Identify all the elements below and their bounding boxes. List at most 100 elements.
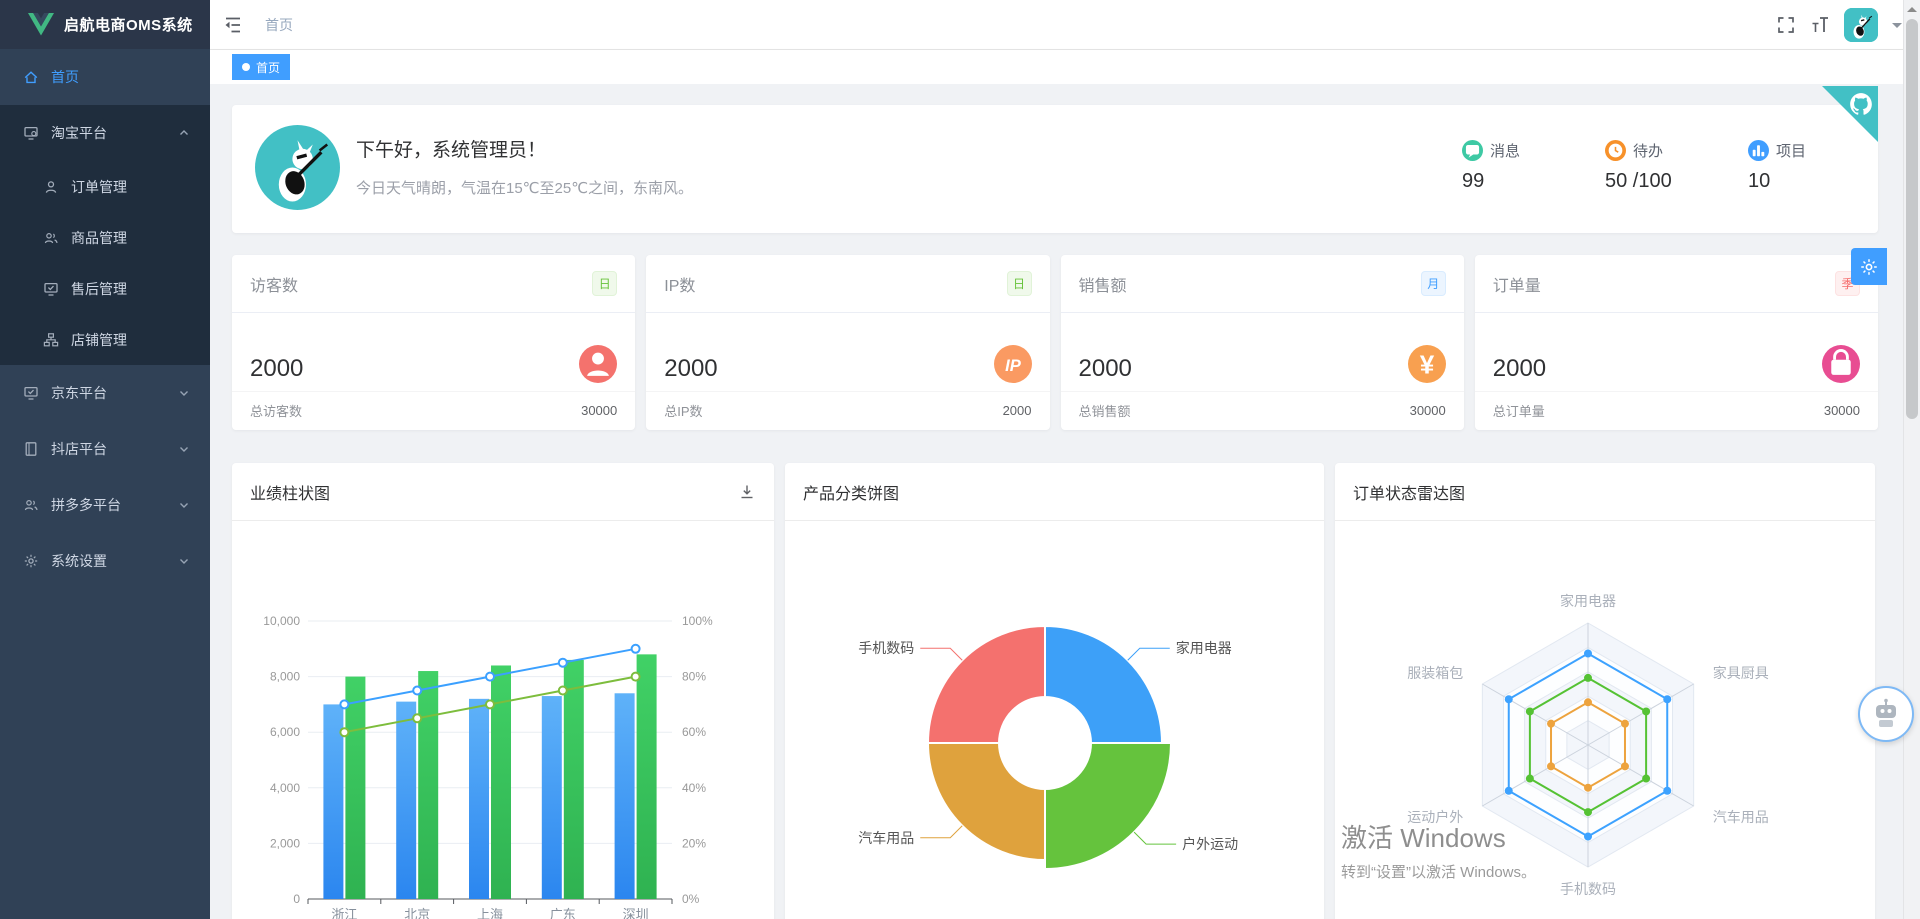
chevron-up-icon (180, 130, 188, 135)
svg-text:20%: 20% (682, 836, 706, 850)
sidebar-item-pdd-platform[interactable]: 拼多多平台 (0, 477, 210, 533)
stat-card-body: 2000 ¥ (1061, 313, 1464, 391)
navbar: 首页 (210, 0, 1920, 50)
svg-text:家用电器: 家用电器 (1560, 593, 1616, 609)
stat-card-header: IP数 日 (646, 255, 1050, 313)
stat-footer-value: 30000 (1823, 403, 1860, 418)
svg-text:0: 0 (293, 892, 300, 906)
breadcrumb[interactable]: 首页 (265, 17, 293, 33)
robot-icon (1876, 698, 1896, 727)
bar-chart-card: 业绩柱状图 0 2,000 4,000 6,000 8,000 10,000 0% 20% 40… (232, 463, 774, 919)
tag-home[interactable]: 首页 (232, 54, 291, 80)
settings-panel-button[interactable] (1851, 248, 1887, 285)
app-title: 启航电商OMS系统 (64, 17, 193, 34)
sidebar-item-label: 订单管理 (71, 178, 127, 195)
stat-cards-row: 访客数 日 2000 总访客数 30000 IP数 日 2000 IP 总IP数… (232, 255, 1878, 430)
github-octocat-icon (1850, 93, 1872, 115)
svg-text:6,000: 6,000 (270, 725, 300, 739)
welcome-stat-project: 项目 10 (1748, 140, 1816, 193)
stat-card-title: 销售额 (1078, 277, 1127, 295)
gear-icon (1861, 258, 1877, 275)
sidebar-item-label: 系统设置 (51, 553, 107, 569)
peoples-icon (44, 232, 58, 243)
vue-logo-icon (28, 12, 54, 35)
sidebar-item-order-mgmt[interactable]: 订单管理 (0, 161, 210, 212)
main-area: 首页 (210, 0, 1920, 919)
ip-icon: IP (993, 345, 1032, 383)
weather-text: 今日天气晴朗，气温在15℃至25℃之间，东南风。 (356, 180, 694, 197)
svg-text:户外运动: 户外运动 (1182, 836, 1238, 852)
stat-card-footer: 总订单量 30000 (1474, 391, 1878, 429)
svg-text:浙江: 浙江 (331, 907, 357, 919)
svg-text:40%: 40% (682, 781, 706, 795)
sidebar-collapse-icon[interactable] (223, 15, 243, 35)
svg-text:100%: 100% (682, 614, 713, 628)
bag-icon (1822, 345, 1860, 383)
notebook-icon (25, 442, 37, 456)
charts-row: 业绩柱状图 0 2,000 4,000 6,000 8,000 10,000 0% 20% 40… (232, 463, 1875, 919)
scrollbar[interactable] (1903, 0, 1920, 919)
github-corner-link[interactable] (1822, 86, 1878, 142)
stat-card-footer: 总销售额 30000 (1060, 391, 1464, 429)
stat-footer-label: 总订单量 (1492, 404, 1545, 419)
stat-footer-value: 30000 (1409, 403, 1446, 418)
todo-icon (1605, 140, 1626, 161)
sidebar-item-system-settings[interactable]: 系统设置 (0, 533, 210, 589)
money-icon: ¥ (1407, 345, 1446, 383)
github-corner-triangle (1822, 86, 1878, 142)
welcome-stat-label: 消息 (1490, 143, 1521, 160)
sidebar-item-taobao-platform[interactable]: 淘宝平台 (0, 105, 210, 161)
welcome-stat-todo: 待办 50 /100 (1605, 140, 1673, 193)
sidebar-item-aftersale-mgmt[interactable]: 售后管理 (0, 263, 210, 314)
bar-chart-header: 业绩柱状图 (232, 463, 774, 521)
svg-text:手机数码: 手机数码 (1560, 881, 1616, 897)
tag-label: 首页 (256, 60, 281, 75)
radar-chart-title: 订单状态雷达图 (1353, 485, 1466, 503)
welcome-avatar (255, 125, 340, 210)
bar-chart-canvas[interactable]: 0 2,000 4,000 6,000 8,000 10,000 0% 20% 40% 60% 80… (232, 521, 772, 919)
sidebar-item-label: 拼多多平台 (51, 497, 121, 513)
stat-card-value: 2000 (1078, 355, 1132, 382)
chevron-down-icon (180, 559, 188, 564)
svg-text:80%: 80% (682, 670, 706, 684)
sidebar-menu: 首页 淘宝平台 订单管理 商品管理 售后管理 店铺管理 京东平台 抖店平台 拼多… (0, 49, 210, 589)
welcome-stat-value: 99 (1462, 170, 1485, 192)
stat-card-visitors: 访客数 日 2000 总访客数 30000 (232, 255, 636, 430)
stat-card-value: 2000 (1492, 355, 1547, 382)
sidebar-item-home[interactable]: 首页 (0, 49, 210, 105)
welcome-card: 下午好，系统管理员！ 今日天气晴朗，气温在15℃至25℃之间，东南风。 消息 9… (232, 105, 1878, 233)
svg-text:¥: ¥ (1419, 350, 1434, 380)
sidebar-item-jd-platform[interactable]: 京东平台 (0, 365, 210, 421)
scrollbar-up-arrow[interactable] (1907, 2, 1917, 12)
user-avatar[interactable] (1844, 8, 1878, 42)
scrollbar-thumb[interactable] (1906, 19, 1918, 419)
svg-text:0%: 0% (682, 892, 700, 906)
svg-text:2,000: 2,000 (270, 836, 300, 850)
svg-text:IP: IP (1005, 356, 1022, 375)
radar-chart-card: 订单状态雷达图 家用电器 家具厨具 汽车用品 手机数码 运动户外 服装箱包 (1335, 463, 1875, 919)
stat-footer-label: 总访客数 (250, 404, 303, 419)
watermark-line2: 转到“设置”以激活 Windows。 (1341, 864, 1537, 881)
sidebar-item-label: 售后管理 (71, 280, 127, 297)
download-icon[interactable] (738, 483, 756, 501)
stat-card-header: 访客数 日 (232, 255, 636, 313)
svg-text:家用电器: 家用电器 (1176, 640, 1232, 656)
stat-footer-value: 2000 (1002, 403, 1032, 418)
sidebar-item-product-mgmt[interactable]: 商品管理 (0, 212, 210, 263)
sidebar-item-douyin-platform[interactable]: 抖店平台 (0, 421, 210, 477)
avatar-caret-icon[interactable] (1892, 22, 1902, 33)
tags-bar: 首页 (210, 50, 1920, 84)
fullscreen-icon[interactable] (1776, 15, 1796, 35)
logo-bar: 启航电商OMS系统 (0, 0, 210, 49)
svg-text:上海: 上海 (477, 907, 503, 919)
svg-text:汽车用品: 汽车用品 (858, 830, 914, 846)
sidebar-item-shop-mgmt[interactable]: 店铺管理 (0, 314, 210, 365)
welcome-stat-label: 项目 (1776, 143, 1807, 160)
assistant-robot-button[interactable] (1858, 686, 1914, 742)
stat-card-body: 2000 (232, 313, 635, 391)
svg-text:4,000: 4,000 (270, 781, 300, 795)
stat-card-orders: 订单量 季 2000 总订单量 30000 (1474, 255, 1878, 430)
font-size-icon[interactable] (1810, 15, 1830, 35)
